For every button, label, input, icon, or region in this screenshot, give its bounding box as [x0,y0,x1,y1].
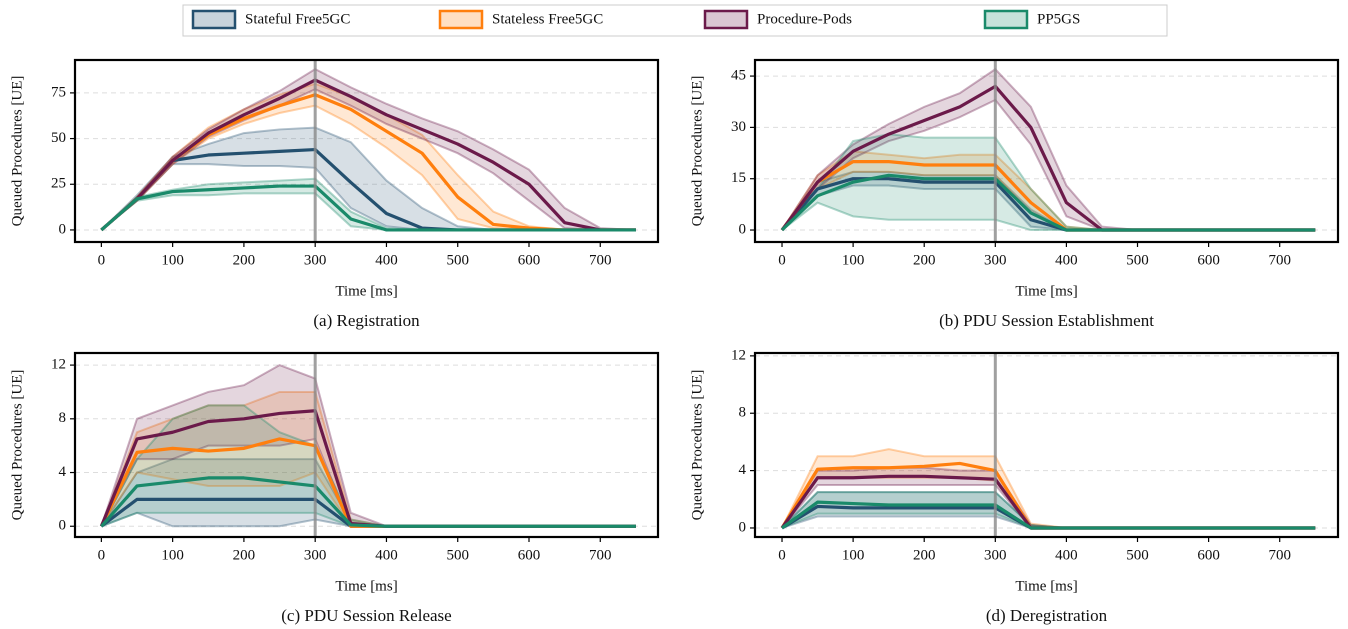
band-fill [101,178,636,230]
x-tick-label: 400 [1055,252,1078,268]
x-tick-label: 0 [778,547,786,563]
band-fill [101,391,636,527]
legend-label: Procedure-Pods [757,11,852,27]
band-fill [782,134,1316,231]
y-axis-label: Queued Procedures [UE] [9,370,25,521]
x-tick-label: 200 [913,547,936,563]
plot-area [780,67,1316,232]
x-axis-label: Time [ms] [1015,578,1077,594]
axes-frame [753,58,1340,244]
y-tick-label: 12 [51,357,66,373]
x-tick-label: 600 [518,252,541,268]
x-tick-label: 600 [1197,547,1220,563]
x-tick-label: 400 [375,252,398,268]
band-fill [782,151,1316,231]
legend-swatch [983,9,1029,30]
series-line [100,78,636,232]
x-tick-label: 700 [1268,252,1291,268]
x-tick-label: 100 [161,252,184,268]
band-fill [782,492,1316,528]
y-tick-label: 8 [59,410,67,426]
y-axis-label: Queued Procedures [UE] [9,76,25,227]
series-line [781,500,1316,530]
x-tick-label: 600 [518,547,541,563]
plot-area [780,448,1316,530]
band-fill [101,365,636,527]
y-tick-label: 4 [739,462,747,478]
x-tick-label: 500 [1126,252,1149,268]
y-axis-label: Queued Procedures [UE] [689,370,705,521]
x-tick-label: 100 [842,252,865,268]
y-tick-label: 0 [59,221,67,237]
axes-frame [73,351,660,539]
x-tick-label: 700 [589,547,612,563]
band-fill [101,69,636,230]
x-tick-label: 300 [984,547,1007,563]
x-tick-label: 200 [913,252,936,268]
y-tick-label: 12 [731,347,746,363]
x-tick-label: 400 [375,547,398,563]
x-tick-label: 300 [984,252,1007,268]
y-tick-label: 4 [59,464,67,480]
chart-caption: (d) Deregistration [986,606,1108,625]
chart-caption: (a) Registration [313,311,420,330]
y-tick-label: 15 [731,170,746,186]
x-tick-label: 200 [233,547,256,563]
band-fill [782,69,1316,231]
x-tick-label: 100 [842,547,865,563]
x-axis-label: Time [ms] [335,578,397,594]
y-tick-label: 75 [51,84,66,100]
y-tick-label: 45 [731,68,746,84]
band-fill [782,449,1316,528]
x-tick-label: 0 [778,252,786,268]
legend-label: PP5GS [1037,11,1080,27]
y-tick-label: 0 [739,519,747,535]
chart-caption: (b) PDU Session Establishment [939,311,1154,330]
legend-swatch [438,9,484,30]
x-tick-label: 400 [1055,547,1078,563]
axes-frame [753,351,1340,539]
y-tick-label: 25 [51,176,66,192]
x-tick-label: 500 [446,252,469,268]
x-axis-label: Time [ms] [335,283,397,299]
series-line [100,184,636,232]
axes-frame [73,58,660,244]
x-tick-label: 200 [233,252,256,268]
x-tick-label: 700 [589,252,612,268]
x-tick-label: 500 [446,547,469,563]
legend-swatch [191,9,237,30]
x-tick-label: 500 [1126,547,1149,563]
band-fill [782,492,1316,528]
x-tick-label: 300 [304,252,327,268]
y-tick-label: 50 [51,130,66,146]
band-fill [782,467,1316,528]
band-fill [101,405,636,527]
plot-area [100,67,636,232]
chart-caption: (c) PDU Session Release [281,606,451,625]
x-tick-label: 600 [1197,252,1220,268]
y-axis-label: Queued Procedures [UE] [689,76,705,227]
band-edge [100,88,636,231]
legend-label: Stateless Free5GC [492,11,603,27]
plot-area [99,363,636,528]
y-tick-label: 0 [739,221,747,237]
band-edge [100,67,636,231]
y-tick-label: 0 [59,518,67,534]
legend-swatch [703,9,749,30]
series-line [100,476,636,528]
series-line [780,173,1316,232]
x-tick-label: 0 [98,547,106,563]
x-axis-label: Time [ms] [1015,283,1077,299]
x-tick-label: 300 [304,547,327,563]
legend-label: Stateful Free5GC [245,11,350,27]
band-fill [101,459,636,527]
y-tick-label: 30 [731,119,746,135]
y-tick-label: 8 [739,405,747,421]
band-fill [782,171,1316,231]
x-tick-label: 700 [1268,547,1291,563]
x-tick-label: 0 [98,252,106,268]
x-tick-label: 100 [161,547,184,563]
